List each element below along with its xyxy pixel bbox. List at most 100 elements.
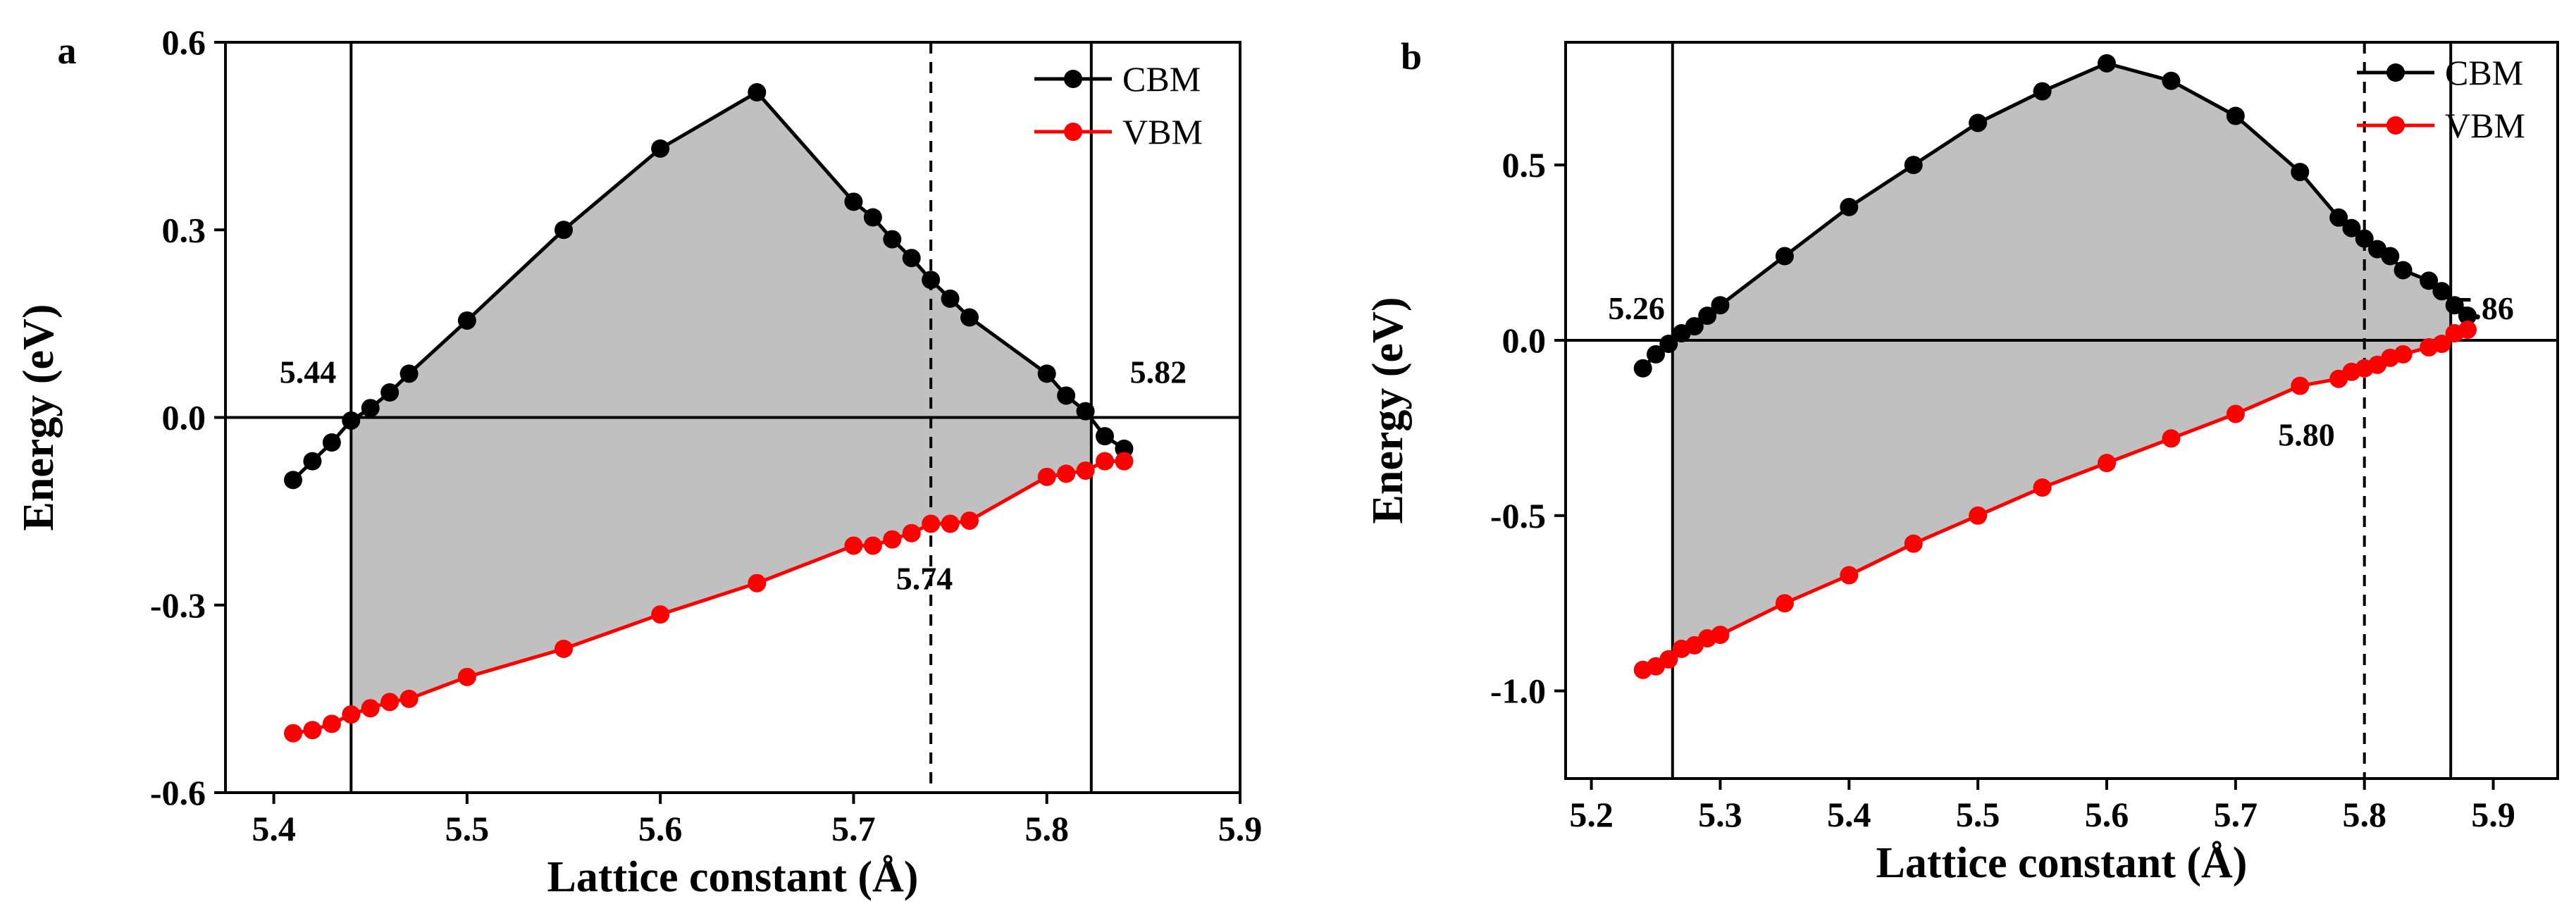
data-point-vbm (2162, 429, 2181, 448)
x-tick-label: 5.9 (1218, 809, 1263, 848)
data-point-vbm (1775, 594, 1794, 613)
plot-area (225, 42, 1240, 793)
legend-marker-vbm (1064, 123, 1082, 141)
annotation-label: 5.82 (1130, 354, 1187, 390)
data-point-cbm (960, 308, 979, 327)
data-point-cbm (2098, 54, 2116, 73)
data-point-cbm (2329, 208, 2348, 227)
data-point-vbm (941, 514, 960, 533)
annotation-label: 5.26 (1608, 290, 1665, 326)
chart-panel-a: 5.4 5.5 5.6 5.7 5.8 5.9 -0.6 -0.3 0.0 0.3 0.6 Latti… (15, 23, 1262, 901)
x-tick-label: 5.8 (2342, 795, 2386, 834)
y-tick-label: -0.5 (1490, 496, 1546, 535)
data-point-cbm (303, 452, 322, 471)
data-point-vbm (2291, 376, 2310, 395)
plot-area (1566, 42, 2558, 779)
annotation-label: 5.80 (2278, 416, 2335, 452)
data-point-vbm (1659, 650, 1678, 669)
panel-letter: a (58, 30, 77, 72)
y-tick-label: 0.3 (162, 210, 206, 249)
shaded-region (351, 92, 1091, 715)
data-point-cbm (361, 399, 380, 418)
data-point-cbm (863, 208, 882, 227)
plot-frame (1564, 41, 2559, 780)
y-axis-title: Energy (eV) (15, 304, 63, 531)
data-point-vbm (2226, 404, 2245, 423)
data-point-cbm (2355, 229, 2374, 248)
data-point-vbm (651, 605, 670, 624)
y-tick-label: 0.5 (1502, 145, 1547, 185)
data-point-vbm (380, 693, 400, 712)
data-point-vbm (902, 523, 921, 543)
data-point-vbm (342, 705, 361, 724)
data-point-vbm (1037, 467, 1056, 486)
x-tick-label: 5.6 (638, 809, 683, 848)
data-point-cbm (1633, 359, 1652, 378)
data-point-vbm (1057, 464, 1076, 483)
y-tick-label: 0.6 (162, 23, 206, 62)
legend-marker-vbm (2386, 116, 2405, 135)
data-point-vbm (1904, 534, 1923, 553)
x-tick-label: 5.8 (1024, 809, 1069, 848)
data-point-cbm (2226, 106, 2245, 125)
panel-letter: b (1401, 35, 1422, 78)
data-point-cbm (2420, 271, 2439, 290)
data-point-vbm (457, 667, 476, 686)
data-point-vbm (1115, 452, 1134, 471)
x-tick-label: 5.3 (1698, 795, 1742, 834)
data-point-cbm (2291, 163, 2310, 182)
x-tick-label: 5.5 (1956, 795, 2000, 834)
data-point-cbm (883, 230, 902, 249)
data-point-cbm (1775, 247, 1794, 266)
y-tick-label: -1.0 (1490, 671, 1546, 711)
legend-label-cbm: CBM (1122, 59, 1201, 99)
legend-label-cbm: CBM (2445, 53, 2523, 92)
data-point-cbm (2342, 218, 2361, 237)
data-point-vbm (361, 699, 380, 718)
x-tick-label: 5.9 (2471, 795, 2515, 834)
y-tick-label: -0.6 (150, 773, 206, 812)
data-point-vbm (284, 724, 302, 743)
x-axis-title: Lattice constant (Å) (1876, 839, 2248, 887)
x-tick-label: 5.4 (252, 809, 296, 848)
data-point-cbm (1647, 345, 1665, 364)
data-point-cbm (2445, 296, 2464, 315)
x-tick-label: 5.7 (831, 809, 876, 848)
data-point-vbm (400, 689, 419, 708)
shaded-region (1672, 63, 2451, 657)
data-point-vbm (2394, 345, 2413, 364)
data-point-vbm (2432, 334, 2451, 353)
data-point-cbm (2033, 82, 2052, 101)
data-point-cbm (380, 383, 400, 402)
data-point-vbm (2098, 454, 2116, 473)
data-point-cbm (1969, 113, 1988, 132)
data-point-cbm (400, 364, 419, 383)
data-point-cbm (1037, 364, 1056, 383)
annotation-label: 5.44 (280, 354, 337, 390)
data-point-cbm (1904, 156, 1923, 175)
legend-label-vbm: VBM (1122, 112, 1203, 151)
data-point-cbm (1685, 317, 1704, 336)
legend-marker-cbm (1064, 70, 1082, 88)
data-point-cbm (555, 221, 573, 240)
data-point-cbm (2162, 71, 2181, 90)
data-point-cbm (1659, 334, 1678, 353)
x-tick-label: 5.6 (2085, 795, 2129, 834)
data-point-cbm (2394, 261, 2413, 280)
legend-label-vbm: VBM (2445, 106, 2525, 145)
chart-panel-b: 5.2 5.3 5.4 5.5 5.6 5.7 5.8 5.9 -1.0 -0.5 0.0 0.5 La… (1364, 35, 2559, 887)
data-point-cbm (1698, 306, 1717, 326)
data-point-vbm (748, 574, 767, 593)
y-axis-title: Energy (eV) (1364, 297, 1412, 524)
data-point-cbm (2458, 306, 2477, 326)
data-point-vbm (844, 536, 863, 555)
y-tick-label: -0.3 (150, 585, 206, 625)
annotation-label: 5.86 (2457, 290, 2514, 326)
x-tick-label: 5.2 (1569, 795, 1614, 834)
data-point-vbm (960, 511, 979, 530)
data-point-vbm (1096, 452, 1114, 471)
data-point-cbm (651, 139, 670, 158)
data-point-cbm (322, 433, 341, 452)
y-tick-label: 0.0 (162, 398, 206, 438)
